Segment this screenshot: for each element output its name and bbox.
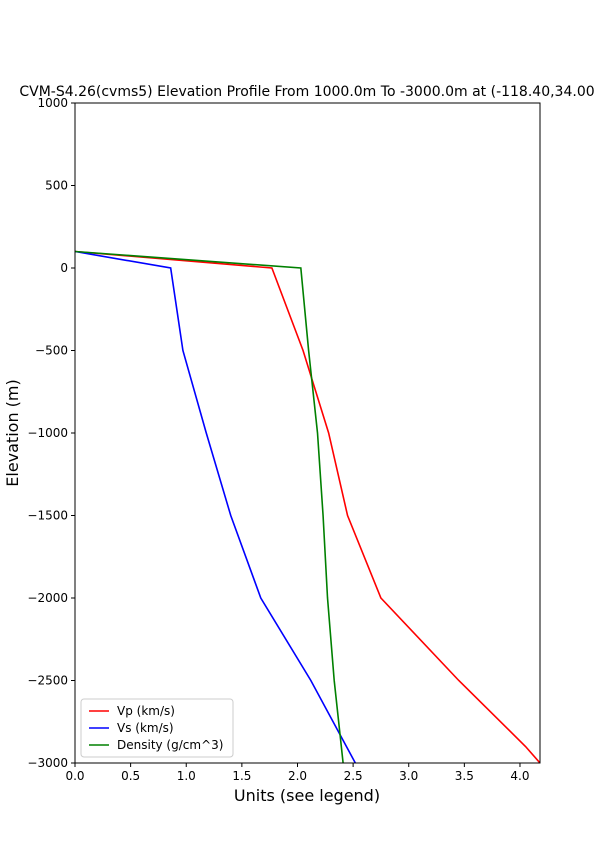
plot-area [75, 250, 540, 763]
chart-title: CVM-S4.26(cvms5) Elevation Profile From … [19, 84, 594, 100]
legend: Vp (km/s) Vs (km/s) Density (g/cm^3) [80, 698, 234, 758]
axes-frame [74, 102, 541, 764]
x-tick-label: 1.5 [232, 769, 251, 783]
x-tick-label: 2.5 [344, 769, 363, 783]
x-tick-label: 0.5 [121, 769, 140, 783]
y-axis-title: Elevation (m) [3, 379, 22, 486]
y-tick-label: −2500 [27, 674, 68, 688]
legend-box [80, 698, 234, 758]
axis-ticks: 0.0 0.5 1.0 1.5 2.0 2.5 3.0 3.5 4.0 1000 500 0 −500 −… [27, 96, 529, 783]
y-tick-label: −3000 [27, 756, 68, 770]
x-tick-label: 1.0 [177, 769, 196, 783]
series-line-2 [75, 250, 344, 763]
y-tick-label: −1000 [27, 426, 68, 440]
legend-label: Vp (km/s) [117, 704, 175, 718]
x-axis-title: Units (see legend) [234, 786, 380, 805]
series-line-1 [75, 250, 357, 763]
legend-label: Density (g/cm^3) [117, 738, 223, 752]
x-tick-label: 3.5 [455, 769, 474, 783]
x-tick-label: 2.0 [288, 769, 307, 783]
series-line-0 [75, 250, 540, 763]
y-tick-label: −500 [35, 344, 68, 358]
y-tick-label: 0 [60, 261, 68, 275]
x-tick-label: 3.0 [399, 769, 418, 783]
y-tick-label: −1500 [27, 509, 68, 523]
y-tick-label: 1000 [37, 96, 68, 110]
x-tick-label: 0.0 [65, 769, 84, 783]
x-tick-label: 4.0 [510, 769, 529, 783]
legend-label: Vs (km/s) [117, 721, 174, 735]
y-tick-label: 500 [45, 179, 68, 193]
y-tick-label: −2000 [27, 591, 68, 605]
